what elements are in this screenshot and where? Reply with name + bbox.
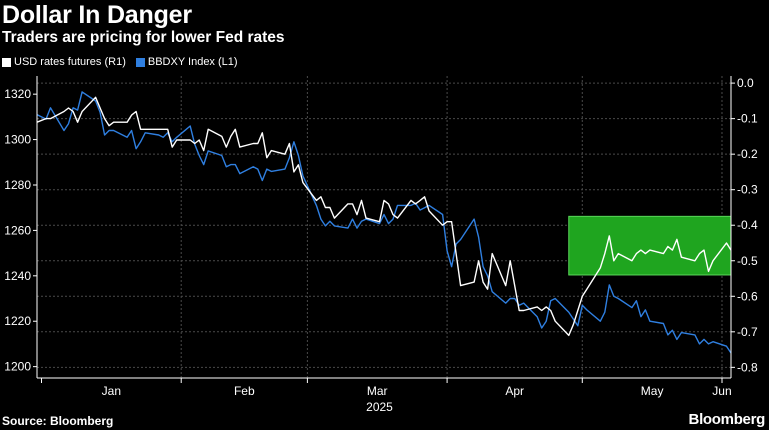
legend: USD rates futures (R1) BBDXY Index (L1) [2, 56, 238, 68]
x-tick-label-4: May [641, 384, 664, 398]
y-left-tick-label-6: 1320 [4, 87, 31, 101]
legend-swatch-bbdxy [135, 57, 145, 67]
y-left-tick-label-5: 1300 [4, 133, 31, 147]
legend-item-usd-rates-futures: USD rates futures (R1) [2, 56, 126, 68]
y-right-tick-label-1: -0.1 [737, 112, 758, 126]
axis-layer: Jan Feb Mar Apr May Jun 2025 1200 1220 1240 1260 12… [4, 76, 758, 414]
y-right-tick-label-4: -0.4 [737, 218, 758, 232]
highlight-box [568, 215, 732, 276]
y-right-tick-label-8: -0.8 [737, 360, 758, 374]
y-right-tick-label-0: 0.0 [737, 76, 754, 90]
legend-item-bbdxy-index: BBDXY Index (L1) [135, 56, 238, 68]
y-left-tick-label-4: 1280 [4, 178, 31, 192]
x-tick-label-1: Feb [234, 384, 255, 398]
series-line-bbdxy-index [36, 91, 732, 354]
series-line-usd-rates-futures [36, 96, 732, 337]
y-right-tick-label-3: -0.3 [737, 183, 758, 197]
source-note: Source: Bloomberg [2, 414, 114, 428]
x-tick-label-5: Jun [712, 384, 731, 398]
x-tick-label-0: Jan [102, 384, 121, 398]
chart-subtitle: Traders are pricing for lower Fed rates [2, 29, 285, 46]
x-year-label: 2025 [366, 400, 393, 414]
legend-swatch-usd [2, 57, 11, 67]
legend-label-usd: USD rates futures (R1) [14, 56, 126, 68]
bloomberg-logo: Bloomberg [688, 411, 766, 428]
y-left-tick-label-0: 1200 [4, 360, 31, 374]
chart-title: Dollar In Danger [2, 1, 192, 29]
y-right-tick-label-7: -0.7 [737, 325, 758, 339]
x-tick-label-3: Apr [505, 384, 524, 398]
y-left-tick-label-1: 1220 [4, 314, 31, 328]
highlight-layer [568, 215, 732, 276]
y-right-tick-label-5: -0.5 [737, 254, 758, 268]
y-right-tick-label-2: -0.2 [737, 147, 758, 161]
series-layer [36, 91, 732, 354]
y-left-tick-label-2: 1240 [4, 269, 31, 283]
y-left-tick-label-3: 1260 [4, 223, 31, 237]
legend-label-bbdxy: BBDXY Index (L1) [147, 56, 238, 68]
y-right-tick-label-6: -0.6 [737, 289, 758, 303]
x-tick-label-2: Mar [367, 384, 388, 398]
